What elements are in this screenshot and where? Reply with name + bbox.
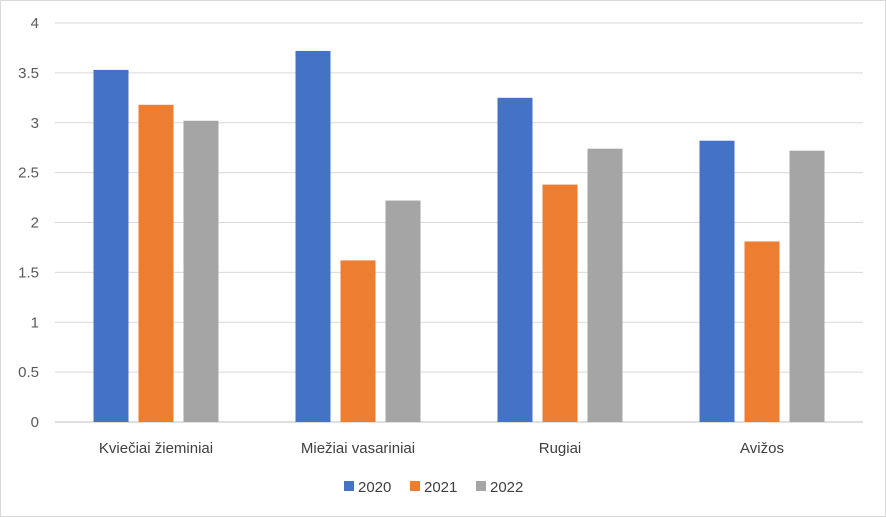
bars [93, 50, 825, 423]
legend-swatch-2022 [476, 481, 486, 491]
y-tick-label: 3 [31, 115, 39, 132]
y-axis-tick-labels: 0 0.5 1 1.5 2 2.5 3 3.5 4 [18, 15, 39, 431]
bar-2022-0 [183, 120, 219, 422]
legend-label-2020: 2020 [358, 479, 391, 496]
legend: 2020 2021 2022 [344, 479, 523, 496]
bar-2021-1 [340, 260, 376, 422]
legend-label-2021: 2021 [424, 479, 457, 496]
bar-2022-2 [587, 148, 623, 422]
y-tick-label: 4 [31, 15, 39, 32]
y-tick-label: 0.5 [18, 364, 39, 381]
category-label: Avižos [740, 440, 784, 457]
bar-2020-2 [497, 97, 533, 422]
y-tick-label: 2.5 [18, 165, 39, 182]
bar-2022-3 [789, 150, 825, 422]
bar-2021-2 [542, 184, 578, 422]
bar-2021-3 [744, 241, 780, 422]
legend-swatch-2020 [344, 481, 354, 491]
y-tick-label: 0 [31, 414, 39, 431]
y-tick-label: 1 [31, 314, 39, 331]
bar-2020-3 [699, 140, 735, 422]
bar-2020-1 [295, 50, 331, 423]
gridlines [55, 22, 863, 423]
legend-swatch-2021 [410, 481, 420, 491]
legend-label-2022: 2022 [490, 479, 523, 496]
category-label: Kviečiai žieminiai [99, 440, 213, 457]
y-tick-label: 2 [31, 215, 39, 232]
bar-2022-1 [385, 200, 421, 422]
bar-2021-0 [138, 104, 174, 423]
category-label: Rugiai [539, 440, 582, 457]
y-tick-label: 3.5 [18, 65, 39, 82]
x-axis-category-labels: Kviečiai žieminiai Miežiai vasariniai Rugi… [99, 440, 784, 457]
y-tick-label: 1.5 [18, 264, 39, 281]
category-label: Miežiai vasariniai [301, 440, 415, 457]
bar-2020-0 [93, 69, 129, 422]
